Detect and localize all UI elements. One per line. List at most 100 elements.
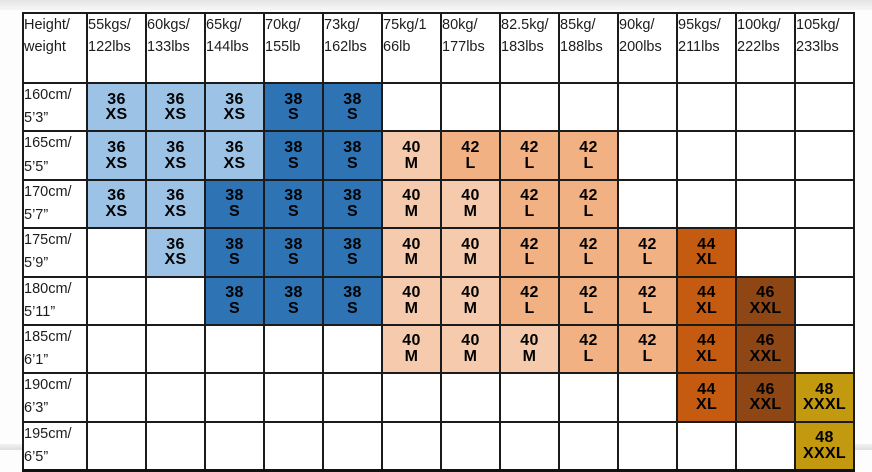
empty-cell [381,372,442,423]
size-chart-container: Height/weight 55kgs/122lbs 60kgs/133lbs 65k… [22,12,855,472]
size-code: XS [164,106,187,124]
size-code: XS [105,154,128,172]
empty-cell [440,372,501,423]
size-code: M [404,202,419,220]
height-row-label: 170cm/5’7” [22,178,88,230]
size-number: 36 [166,187,185,205]
size-cell-xxxl: 48 XXXL [794,372,855,423]
size-cell-xs: 36 XS [145,227,206,278]
header-line1: 55kgs/ [88,17,131,33]
header-line2: 222lbs [737,39,780,56]
empty-cell [735,227,796,278]
header-line2: weight [24,39,66,56]
size-number: 38 [284,90,303,108]
empty-cell [499,81,560,133]
empty-cell [263,372,324,423]
size-number: 48 [815,429,834,447]
size-cell-m: 40 M [499,323,560,375]
size-cell-xxl: 46 XXL [735,372,796,423]
empty-cell [617,130,678,181]
size-code: XXL [749,396,782,414]
empty-cell [794,227,855,278]
size-code: L [583,251,594,269]
size-number: 42 [579,284,598,302]
size-code: L [524,299,535,317]
size-number: 42 [579,187,598,205]
height-cm: 180cm/ [24,280,72,297]
height-ft: 5’11” [24,303,56,320]
size-code: S [288,106,299,124]
size-number: 42 [520,187,539,205]
empty-cell [263,420,324,472]
size-cell-s: 38 S [204,275,265,326]
size-code: M [463,299,478,317]
size-cell-m: 40 M [440,227,501,278]
header-row: Height/weight 55kgs/122lbs 60kgs/133lbs 65k… [22,12,855,84]
size-cell-xs: 36 XS [145,130,206,181]
size-code: XS [223,154,246,172]
weight-header-cell: 100kg/222lbs [735,12,796,84]
empty-cell [794,275,855,326]
size-cell-m: 40 M [440,178,501,230]
height-cm: 175cm/ [24,232,72,249]
size-number: 40 [461,332,480,350]
height-ft: 5’9” [24,255,49,272]
empty-cell [735,178,796,230]
header-line2: 162lbs [324,39,367,56]
empty-cell [145,275,206,326]
header-line2: 177lbs [442,39,485,56]
empty-cell [617,178,678,230]
table-row: 175cm/5’9” 36 XS 38 S 38 S 38 S 40 M 40 M 42 L 42 L 42 L 44… [22,227,855,278]
empty-cell [204,372,265,423]
size-cell-xl: 44 XL [676,227,737,278]
height-cm: 165cm/ [24,135,72,152]
weight-header-cell: 82.5kg/183lbs [499,12,560,84]
weight-header-cell: 75kg/1 66lb [381,12,442,84]
size-number: 44 [697,380,716,398]
empty-cell [735,81,796,133]
size-number: 38 [343,90,362,108]
size-number: 38 [225,235,244,253]
corner-header-cell: Height/weight [22,12,88,84]
size-cell-s: 38 S [322,275,383,326]
size-code: XXXL [803,396,846,414]
size-chart-body: 160cm/5’3” 36 XS 36 XS 36 XS 38 S 38 S 165cm/5’5” 36… [22,81,855,472]
size-number: 42 [638,284,657,302]
size-number: 46 [756,332,775,350]
header-line1: 85kg/ [560,17,596,33]
size-number: 42 [638,235,657,253]
size-cell-l: 42 L [617,275,678,326]
height-ft: 6’5” [24,448,49,465]
table-row: 195cm/6’5” 48 XXXL [22,420,855,472]
size-number: 38 [284,284,303,302]
size-code: XS [164,154,187,172]
empty-cell [676,420,737,472]
size-cell-xs: 36 XS [86,178,147,230]
size-cell-xxl: 46 XXL [735,323,796,375]
size-code: M [522,348,537,366]
size-cell-l: 42 L [499,275,560,326]
size-number: 48 [815,380,834,398]
empty-cell [322,372,383,423]
header-line2: 155lb [265,39,301,56]
size-number: 40 [402,284,421,302]
size-code: XL [695,396,718,414]
size-number: 36 [225,138,244,156]
size-code: XS [164,202,187,220]
size-number: 46 [756,284,775,302]
weight-header-cell: 90kg/200lbs [617,12,678,84]
size-number: 36 [166,90,185,108]
size-number: 42 [638,332,657,350]
size-number: 42 [520,284,539,302]
header-line1: 95kgs/ [678,17,721,33]
size-cell-l: 42 L [499,130,560,181]
table-row: 190cm/6’3” 44 XL 46 XXL 48 XXXL [22,372,855,423]
size-code: S [288,251,299,269]
size-number: 36 [166,138,185,156]
size-code: L [583,299,594,317]
size-code: M [463,348,478,366]
size-cell-l: 42 L [617,323,678,375]
size-number: 36 [225,90,244,108]
size-code: S [347,299,358,317]
size-code: L [583,154,594,172]
